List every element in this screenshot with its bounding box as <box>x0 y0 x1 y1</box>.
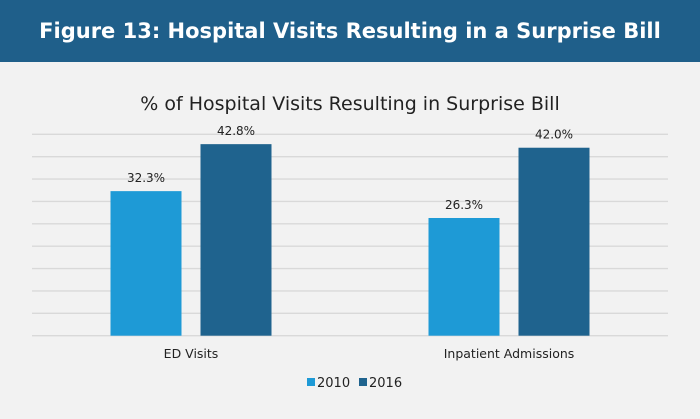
chart-title: % of Hospital Visits Resulting in Surpri… <box>140 93 559 115</box>
bar-2010-ed-visits <box>110 191 182 336</box>
data-label: 42.0% <box>535 128 573 142</box>
legend-label-2016: 2016 <box>369 376 402 391</box>
figure-title: Figure 13: Hospital Visits Resulting in … <box>39 19 661 43</box>
data-label: 26.3% <box>445 198 483 212</box>
legend-label-2010: 2010 <box>317 376 350 391</box>
bar-2010-inpatient-admissions <box>428 217 500 336</box>
legend-swatch-2016 <box>359 378 367 386</box>
category-label: ED Visits <box>164 346 219 361</box>
data-label: 42.8% <box>217 124 255 138</box>
bar-2016-ed-visits <box>200 144 272 336</box>
data-label: 32.3% <box>127 171 165 185</box>
figure-title-banner: Figure 13: Hospital Visits Resulting in … <box>0 0 700 62</box>
category-label: Inpatient Admissions <box>444 346 575 361</box>
bar-2016-inpatient-admissions <box>518 147 590 336</box>
legend-swatch-2010 <box>307 378 315 386</box>
